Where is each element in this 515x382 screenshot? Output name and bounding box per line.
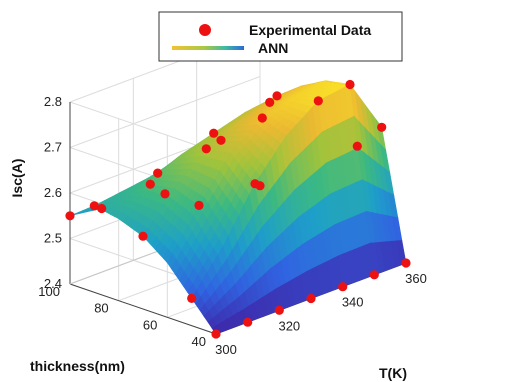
legend: Experimental Data ANN	[158, 11, 403, 62]
experimental-point	[89, 201, 99, 211]
experimental-point	[272, 91, 282, 101]
experimental-point	[145, 179, 155, 189]
experimental-points	[65, 79, 411, 339]
back-wall-gridline	[69, 76, 261, 148]
legend-label-ann: ANN	[258, 40, 288, 56]
experimental-point	[274, 305, 284, 315]
y-tick-label: 100	[38, 284, 60, 299]
y-tick-label: 40	[192, 334, 206, 349]
experimental-point	[313, 96, 323, 106]
x-tick-label: 340	[342, 295, 364, 310]
experimental-point	[265, 97, 275, 107]
experimental-point	[377, 122, 387, 132]
experimental-point	[65, 211, 75, 221]
experimental-point	[138, 231, 148, 241]
x-axis-label: T(K)	[379, 365, 407, 381]
experimental-point	[306, 293, 316, 304]
z-tick-label: 2.7	[44, 140, 62, 155]
z-tick-label: 2.8	[44, 94, 62, 109]
experimental-point	[153, 168, 163, 178]
legend-label-experimental: Experimental Data	[249, 22, 371, 38]
x-tick-label: 320	[278, 318, 300, 333]
experimental-point	[201, 144, 211, 154]
z-tick-label: 2.5	[44, 231, 62, 246]
x-tick-label: 360	[405, 271, 427, 286]
experimental-point	[216, 135, 226, 145]
experimental-point	[209, 128, 219, 138]
experimental-point	[352, 141, 362, 151]
experimental-point	[211, 329, 221, 339]
y-tick-label: 60	[143, 317, 157, 332]
legend-marker-ann	[172, 46, 244, 50]
z-axis-label: Isc(A)	[9, 159, 25, 198]
experimental-point	[345, 79, 355, 90]
y-axis-line	[69, 283, 217, 335]
z-tick-label: 2.4	[44, 276, 62, 291]
experimental-point	[187, 293, 197, 303]
experimental-point	[243, 317, 253, 327]
experimental-point	[160, 189, 170, 199]
legend-marker-experimental	[199, 24, 211, 36]
experimental-point	[369, 270, 379, 280]
y-tick-label: 80	[94, 301, 108, 316]
tick-labels: 2.4 2.5 2.6 2.7 2.8 40 60 80 100 300 320 340 360	[38, 94, 427, 357]
legend-box	[158, 11, 403, 62]
experimental-point	[194, 200, 204, 210]
experimental-point	[338, 282, 348, 292]
side-wall-gridline	[69, 101, 217, 153]
experimental-point	[255, 181, 265, 191]
z-tick-label: 2.6	[44, 185, 62, 200]
experimental-point	[257, 113, 267, 123]
x-tick-label: 300	[215, 342, 237, 357]
experimental-point	[401, 258, 411, 268]
experimental-point	[97, 203, 107, 214]
y-axis-label: thickness(nm)	[30, 358, 125, 374]
